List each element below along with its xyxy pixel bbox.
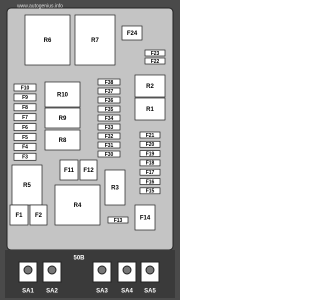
slot [107, 216, 129, 224]
connector-bolt [122, 265, 132, 275]
slot [44, 129, 81, 151]
slot [13, 103, 37, 112]
slot [139, 140, 161, 148]
slot-label: F10 [21, 85, 30, 91]
slot-label: F4 [22, 145, 28, 151]
slot [44, 107, 81, 129]
slot-label: R5 [23, 183, 31, 189]
slot-label: F23 [151, 51, 160, 57]
slot [139, 187, 161, 195]
slot [134, 97, 166, 121]
slot [97, 114, 121, 122]
slot-label: F17 [146, 170, 155, 176]
slot-label: F18 [146, 161, 155, 167]
slot [97, 123, 121, 131]
slot [144, 49, 166, 57]
slot-label: F9 [22, 95, 28, 101]
slot [9, 204, 29, 226]
slot-label: F11 [64, 168, 75, 174]
slot-label: F33 [105, 125, 114, 131]
slot [97, 132, 121, 140]
slot-label: F13 [114, 218, 123, 224]
slot [97, 96, 121, 104]
slot-label: F35 [105, 107, 114, 113]
slot [144, 57, 166, 65]
slot-label: R6 [44, 38, 52, 44]
slot-label: F36 [105, 98, 114, 104]
slot-label: F16 [146, 179, 155, 185]
slot-label: F2 [35, 213, 43, 219]
connector-label: SA5 [144, 289, 156, 295]
slot [74, 14, 116, 66]
connector-bolt [47, 265, 57, 275]
connector-label: 50B [73, 256, 85, 262]
slot-label: F8 [22, 105, 28, 111]
slot [13, 143, 37, 151]
slot-label: R10 [57, 93, 69, 99]
slot-label: F19 [146, 151, 155, 157]
slot-label: F30 [105, 152, 114, 158]
slot-label: F37 [105, 89, 114, 95]
slot-label: R9 [59, 116, 67, 122]
connector-bolt [23, 265, 33, 275]
slot [13, 152, 37, 161]
connector-bolt [97, 265, 107, 275]
slot [97, 105, 121, 113]
slot-label: R2 [146, 84, 154, 90]
slot [139, 178, 161, 185]
slot-label: R3 [111, 186, 119, 192]
connector-label: SA4 [121, 289, 133, 295]
slot-label: F38 [105, 80, 114, 86]
slot-label: R1 [146, 107, 154, 113]
slot [139, 159, 161, 167]
slot [104, 169, 126, 206]
slot-label: F20 [146, 142, 155, 148]
slot [79, 159, 98, 181]
slot [139, 131, 161, 139]
slot [13, 83, 37, 92]
slot-label: R7 [91, 38, 99, 44]
connector-bolt [145, 265, 155, 275]
slot-label: F24 [127, 31, 138, 37]
slot [121, 25, 143, 41]
slot [97, 87, 121, 95]
slot [97, 78, 121, 86]
watermark: www.autogenius.info [17, 3, 63, 9]
slot [97, 150, 121, 158]
slot [13, 133, 37, 141]
slot [24, 14, 71, 66]
slot-label: R8 [59, 138, 67, 144]
slot [13, 113, 37, 122]
slot-label: F22 [151, 59, 160, 65]
slot [13, 93, 37, 102]
fuse-box-diagram: www.autogenius.info 50B R6 R7 F24 F23 F22 F10… [0, 0, 180, 300]
slot [13, 123, 37, 131]
slot-label: F15 [146, 189, 155, 195]
slot-label: F3 [22, 155, 28, 161]
slot [54, 184, 101, 226]
slot-label: F14 [140, 216, 151, 222]
slot-label: F21 [146, 133, 155, 139]
slot-label: F31 [105, 143, 114, 149]
slot [44, 81, 81, 108]
connector-label: SA3 [96, 289, 108, 295]
slot-label: F32 [105, 134, 114, 140]
slot [11, 164, 43, 206]
slot-label: R4 [74, 203, 82, 209]
slot-label: F6 [22, 125, 28, 131]
slot [97, 141, 121, 149]
connector-label: SA1 [22, 289, 34, 295]
slot-label: F34 [105, 116, 114, 122]
slot [29, 204, 48, 226]
slot-label: F1 [15, 213, 23, 219]
slot [134, 74, 166, 98]
slot [139, 150, 161, 157]
slot-label: F5 [22, 135, 28, 141]
slot [139, 168, 161, 176]
slot-label: F7 [22, 115, 28, 121]
slot [134, 204, 156, 231]
slot [59, 159, 79, 181]
slot-label: F12 [83, 168, 94, 174]
connector-label: SA2 [46, 289, 58, 295]
